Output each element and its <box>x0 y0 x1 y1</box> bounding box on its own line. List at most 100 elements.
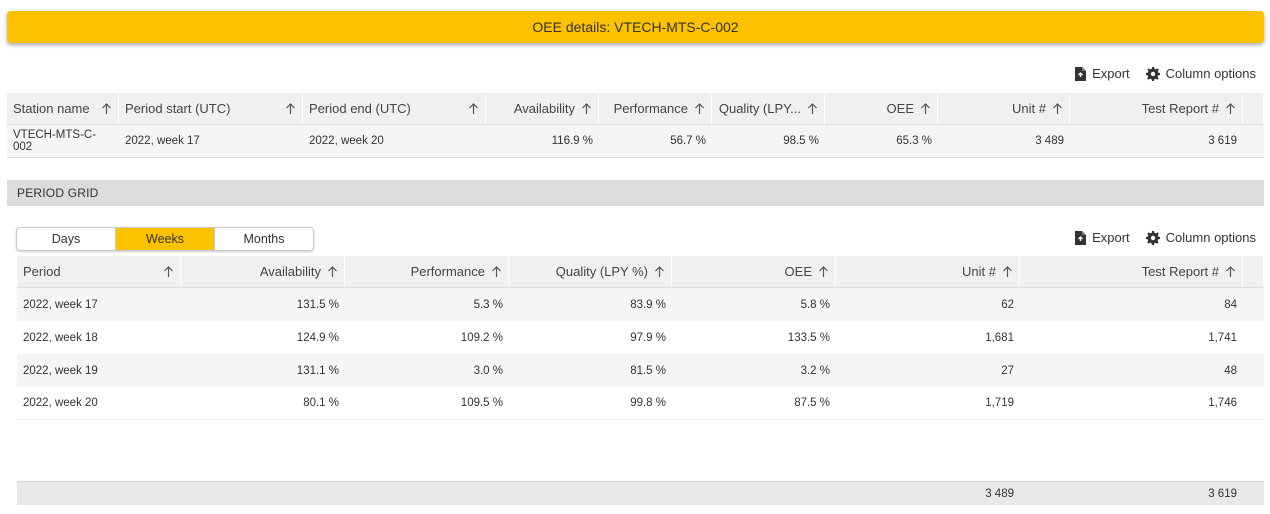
cell-test-report: 3 619 <box>1208 135 1237 147</box>
toggle-days[interactable]: Days <box>17 228 116 250</box>
table-row[interactable]: 2022, week 17 131.5 % 5.3 % 83.9 % 5.8 %… <box>17 288 1264 321</box>
cell-unit: 3 489 <box>1035 135 1064 147</box>
period-granularity-toggle: Days Weeks Months <box>16 227 314 251</box>
col-quality[interactable]: Quality (LPY... <box>712 93 825 124</box>
column-options-label: Column options <box>1165 230 1256 245</box>
export-label: Export <box>1092 230 1130 245</box>
cell-unit: 62 <box>1001 298 1014 311</box>
period-toolbar: Export Column options <box>1074 230 1256 245</box>
sort-arrow-icon <box>921 102 930 114</box>
cell-oee: 3.2 % <box>800 364 830 377</box>
cell-quality: 98.5 % <box>783 135 819 147</box>
sort-arrow-icon <box>695 102 704 114</box>
col-oee[interactable]: OEE <box>825 93 938 124</box>
cell-unit: 27 <box>1001 364 1014 377</box>
cell-performance: 109.5 % <box>460 397 503 409</box>
col-test-report[interactable]: Test Report # <box>1020 256 1243 287</box>
col-period[interactable]: Period <box>17 256 181 287</box>
sort-arrow-icon <box>102 102 111 114</box>
cell-performance: 3.0 % <box>473 364 503 377</box>
col-station-name[interactable]: Station name <box>7 93 119 124</box>
export-file-icon <box>1075 66 1087 81</box>
sort-arrow-icon <box>328 265 337 277</box>
sort-arrow-icon <box>819 265 828 277</box>
toggle-months[interactable]: Months <box>215 228 313 250</box>
cell-oee: 133.5 % <box>787 331 830 344</box>
cell-quality: 81.5 % <box>630 364 666 377</box>
cell-period-start: 2022, week 17 <box>125 135 200 147</box>
cell-oee: 87.5 % <box>794 397 830 409</box>
export-file-icon <box>1075 230 1087 245</box>
period-grid-totals-row: 3 489 3 619 <box>17 481 1264 505</box>
sort-arrow-icon <box>808 102 817 114</box>
period-export-button[interactable]: Export <box>1074 230 1130 245</box>
cell-station: VTECH-MTS-C-002 <box>13 129 97 153</box>
total-test-report: 3 619 <box>1208 487 1237 500</box>
col-period-start[interactable]: Period start (UTC) <box>119 93 303 124</box>
cell-performance: 56.7 % <box>670 135 706 147</box>
totals-spacer <box>17 482 836 505</box>
section-title: PERIOD GRID <box>17 186 99 200</box>
col-test-report[interactable]: Test Report # <box>1070 93 1243 124</box>
sort-arrow-icon <box>469 102 478 114</box>
period-grid-section-title: PERIOD GRID <box>7 180 1264 206</box>
sort-arrow-icon <box>1226 265 1235 277</box>
sort-arrow-icon <box>655 265 664 277</box>
period-header-row: Period Availability Performance Quality … <box>17 256 1264 288</box>
cell-oee: 65.3 % <box>896 135 932 147</box>
gear-icon <box>1145 66 1160 81</box>
cell-test-report: 1,741 <box>1208 331 1237 344</box>
column-options-button[interactable]: Column options <box>1145 66 1256 81</box>
cell-test-report: 1,746 <box>1208 397 1237 409</box>
table-row[interactable]: VTECH-MTS-C-002 2022, week 17 2022, week… <box>7 125 1264 158</box>
col-availability[interactable]: Availability <box>181 256 345 287</box>
export-button[interactable]: Export <box>1074 66 1130 81</box>
table-row[interactable]: 2022, week 18 124.9 % 109.2 % 97.9 % 133… <box>17 321 1264 354</box>
export-label: Export <box>1092 66 1130 81</box>
cell-availability: 80.1 % <box>303 397 339 409</box>
col-period-end[interactable]: Period end (UTC) <box>303 93 486 124</box>
col-oee[interactable]: OEE <box>672 256 836 287</box>
page-title-bar: OEE details: VTECH-MTS-C-002 <box>7 11 1264 43</box>
sort-arrow-icon <box>492 265 501 277</box>
sort-arrow-icon <box>164 265 173 277</box>
cell-quality: 83.9 % <box>630 298 666 311</box>
col-quality[interactable]: Quality (LPY %) <box>509 256 672 287</box>
summary-header-row: Station name Period start (UTC) Period e… <box>7 93 1264 125</box>
page-title: OEE details: VTECH-MTS-C-002 <box>532 19 739 35</box>
cell-quality: 99.8 % <box>630 397 666 409</box>
cell-period: 2022, week 19 <box>23 364 98 377</box>
summary-toolbar: Export Column options <box>1074 66 1256 81</box>
sort-arrow-icon <box>582 102 591 114</box>
col-performance[interactable]: Performance <box>599 93 712 124</box>
cell-performance: 109.2 % <box>460 331 503 344</box>
gear-icon <box>1145 230 1160 245</box>
cell-oee: 5.8 % <box>800 298 830 311</box>
header-spacer <box>1243 256 1264 287</box>
column-options-label: Column options <box>1165 66 1256 81</box>
cell-availability: 116.9 % <box>551 135 593 147</box>
toggle-weeks[interactable]: Weeks <box>116 228 215 250</box>
col-performance[interactable]: Performance <box>345 256 509 287</box>
cell-unit: 1,681 <box>985 331 1014 344</box>
cell-quality: 97.9 % <box>630 331 666 344</box>
cell-period: 2022, week 18 <box>23 331 98 344</box>
sort-arrow-icon <box>1226 102 1235 114</box>
period-column-options-button[interactable]: Column options <box>1145 230 1256 245</box>
col-availability[interactable]: Availability <box>486 93 599 124</box>
period-grid: Period Availability Performance Quality … <box>17 256 1264 420</box>
summary-grid: Station name Period start (UTC) Period e… <box>7 93 1264 158</box>
table-row[interactable]: 2022, week 20 80.1 % 109.5 % 99.8 % 87.5… <box>17 387 1264 420</box>
cell-period: 2022, week 20 <box>23 397 98 409</box>
header-spacer <box>1243 93 1264 124</box>
table-row[interactable]: 2022, week 19 131.1 % 3.0 % 81.5 % 3.2 %… <box>17 354 1264 387</box>
col-unit[interactable]: Unit # <box>836 256 1020 287</box>
cell-availability: 131.5 % <box>296 298 339 311</box>
col-unit[interactable]: Unit # <box>938 93 1070 124</box>
sort-arrow-icon <box>1003 265 1012 277</box>
cell-availability: 131.1 % <box>296 364 339 377</box>
cell-performance: 5.3 % <box>473 298 503 311</box>
sort-arrow-icon <box>286 102 295 114</box>
sort-arrow-icon <box>1053 102 1062 114</box>
cell-test-report: 48 <box>1224 364 1237 377</box>
